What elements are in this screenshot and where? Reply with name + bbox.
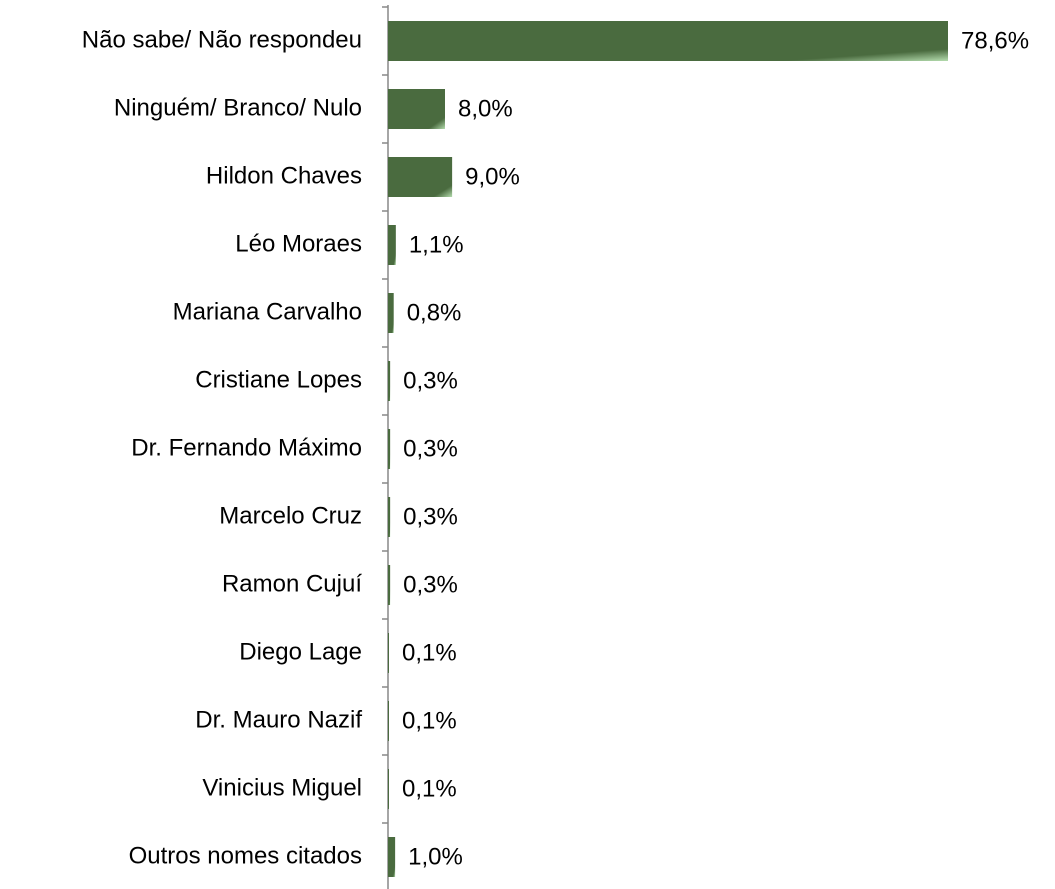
value-label: 0,1%: [402, 639, 457, 666]
bar: [388, 157, 453, 197]
bar: [388, 361, 391, 401]
bar: [388, 769, 389, 809]
value-label: 0,3%: [403, 367, 458, 394]
bar: [388, 701, 389, 741]
value-label: 0,3%: [403, 435, 458, 462]
value-label: 9,0%: [465, 163, 520, 190]
bar: [388, 21, 948, 61]
value-label: 1,1%: [409, 231, 464, 258]
category-label: Dr. Mauro Nazif: [195, 706, 362, 733]
category-label: Marcelo Cruz: [219, 502, 362, 529]
category-label: Vinicius Miguel: [202, 774, 362, 801]
category-label: Ramon Cujuí: [222, 570, 362, 597]
value-label: 0,1%: [402, 775, 457, 802]
value-label: 0,8%: [407, 299, 462, 326]
bar: [388, 565, 391, 605]
value-label: 0,3%: [403, 571, 458, 598]
value-label: 0,1%: [402, 707, 457, 734]
bar: [388, 837, 396, 877]
category-label: Hildon Chaves: [206, 162, 362, 189]
value-label: 78,6%: [961, 27, 1029, 54]
bar: [388, 497, 391, 537]
bar: [388, 225, 396, 265]
category-label: Léo Moraes: [235, 230, 362, 257]
bar: [388, 429, 391, 469]
category-label: Diego Lage: [239, 638, 362, 665]
category-label: Ninguém/ Branco/ Nulo: [114, 94, 362, 121]
category-label: Mariana Carvalho: [173, 298, 362, 325]
category-label: Cristiane Lopes: [195, 366, 362, 393]
category-label: Não sabe/ Não respondeu: [82, 26, 362, 53]
bar: [388, 633, 389, 673]
bar: [388, 89, 445, 129]
value-label: 0,3%: [403, 503, 458, 530]
value-label: 8,0%: [458, 95, 513, 122]
category-label: Outros nomes citados: [129, 842, 362, 869]
bar: [388, 293, 394, 333]
category-label: Dr. Fernando Máximo: [131, 434, 362, 461]
value-label: 1,0%: [408, 843, 463, 870]
